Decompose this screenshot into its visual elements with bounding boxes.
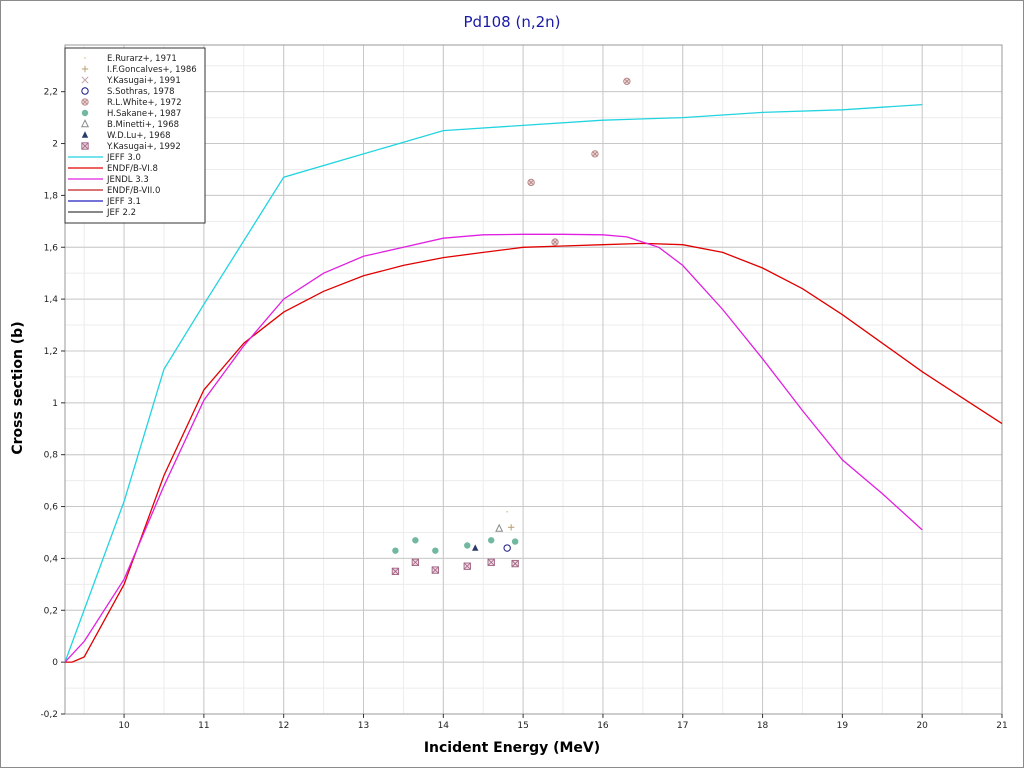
legend-marker	[80, 119, 90, 128]
legend-marker	[81, 87, 89, 95]
x-tick-label: 12	[278, 721, 289, 731]
x-tick-label: 21	[996, 721, 1007, 731]
x-tick-label: 13	[358, 721, 369, 731]
data-point	[511, 559, 519, 568]
data-point	[507, 524, 515, 531]
x-tick-label: 15	[517, 721, 528, 731]
y-tick-label: 1	[52, 399, 58, 409]
legend-marker	[81, 76, 89, 84]
data-point	[487, 558, 495, 566]
x-tick-label: 14	[438, 721, 450, 731]
legend-label: JEFF 3.1	[106, 197, 141, 207]
x-tick-label: 11	[198, 721, 209, 731]
data-point	[527, 178, 535, 187]
y-tick-label: 0,8	[44, 451, 59, 461]
legend-label: ENDF/B-VI.8	[107, 164, 158, 174]
axes: 10 11 12 13 14 15 16 17 18 19 20 21-0,200,20,40,60,…	[40, 44, 1008, 731]
data-point	[472, 544, 479, 551]
y-tick-label: -0,2	[40, 710, 58, 720]
data-point	[623, 77, 631, 85]
data-point	[411, 558, 420, 566]
legend-label: Y.Kasugai+, 1991	[106, 76, 181, 86]
curve-jeff-3-0	[64, 103, 923, 663]
y-tick-label: 2	[52, 140, 58, 150]
legend-label: I.F.Goncalves+, 1986	[107, 65, 197, 75]
legend-marker	[84, 57, 86, 59]
data-point	[432, 547, 439, 554]
curve-jendl-3-3	[64, 233, 923, 663]
legend-marker	[81, 98, 89, 106]
data-point	[503, 544, 511, 552]
data-point	[464, 542, 471, 549]
y-tick-label: 1,6	[44, 243, 59, 253]
data-point	[511, 538, 519, 545]
x-axis-label: Incident Energy (MeV)	[423, 740, 601, 756]
data-point	[391, 567, 400, 576]
y-tick-label: 1,8	[44, 191, 59, 201]
evaluation-curves	[64, 103, 1003, 663]
y-tick-label: 0,2	[44, 606, 58, 616]
plot-area	[64, 44, 1003, 715]
x-tick-label: 10	[118, 721, 130, 731]
x-tick-label: 20	[916, 721, 928, 731]
data-point	[495, 523, 504, 532]
x-tick-label: 18	[757, 721, 769, 731]
legend-label: B.Minetti+, 1968	[107, 120, 179, 130]
legend-marker	[81, 131, 89, 138]
y-tick-label: 1,4	[44, 295, 59, 305]
x-tick-label: 17	[677, 721, 688, 731]
x-tick-label: 16	[597, 721, 609, 731]
legend-label: R.L.White+, 1972	[107, 98, 182, 108]
legend-label: W.D.Lu+, 1968	[107, 131, 171, 141]
legend-label: ENDF/B-VII.0	[107, 186, 160, 196]
experimental-points	[391, 77, 631, 576]
data-point	[506, 510, 509, 513]
data-point	[551, 238, 559, 246]
legend-label: JEF 2.2	[106, 208, 136, 218]
legend-label: E.Rurarz+, 1971	[107, 54, 177, 64]
legend-label: S.Sothras, 1978	[107, 87, 175, 97]
data-point	[463, 562, 471, 570]
y-tick-label: 0,4	[44, 554, 59, 564]
chart-title: Pd108 (n,2n)	[463, 13, 561, 31]
legend-label: Y.Kasugai+, 1992	[106, 142, 181, 152]
data-point	[392, 547, 399, 554]
legend-label: H.Sakane+, 1987	[107, 109, 181, 119]
x-tick-label: 19	[837, 721, 849, 731]
y-tick-label: 0	[52, 658, 58, 668]
data-point	[431, 566, 439, 574]
y-tick-label: 1,2	[44, 347, 58, 357]
data-point	[487, 537, 495, 544]
legend-label: JEFF 3.0	[106, 153, 141, 163]
y-tick-label: 0,6	[44, 503, 59, 513]
legend-marker	[81, 109, 89, 117]
curve-endf-b-vi-8	[65, 242, 1003, 663]
data-point	[591, 150, 599, 158]
grid	[65, 45, 1003, 715]
legend-marker	[81, 142, 89, 150]
legend-label: JENDL 3.3	[106, 175, 149, 185]
y-tick-label: 2,2	[44, 88, 58, 98]
legend-marker	[81, 65, 89, 73]
data-point	[412, 537, 419, 544]
